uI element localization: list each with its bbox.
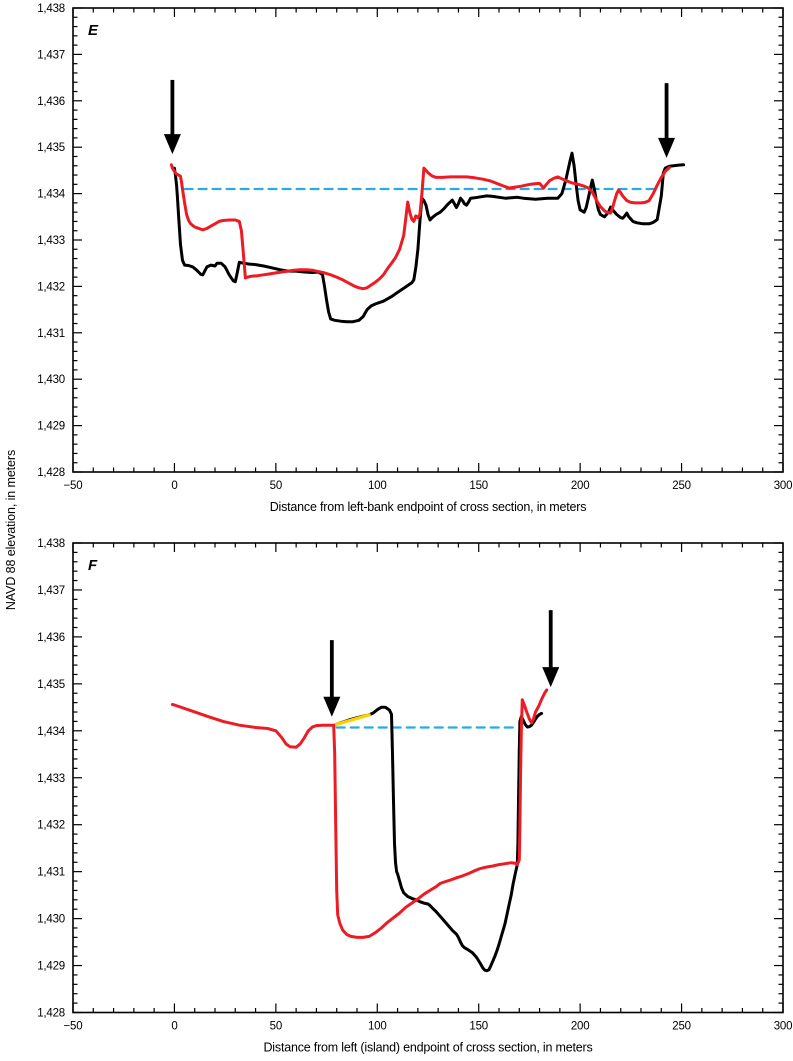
x-tick-label: 250: [672, 480, 691, 492]
x-tick-label: 0: [171, 1021, 177, 1033]
y-tick-label: 1,431: [37, 867, 65, 879]
y-tick-label: 1,438: [37, 538, 65, 550]
left-island-endpoint-arrow: [323, 640, 341, 717]
x-axis-title: Distance from left (island) endpoint of …: [263, 1041, 592, 1055]
y-tick-label: 1,432: [37, 820, 65, 832]
panel-label: E: [88, 22, 99, 39]
x-tick-label: 200: [571, 1021, 590, 1033]
x-tick-label: 300: [774, 1021, 793, 1033]
x-tick-label: 250: [672, 1021, 691, 1033]
x-tick-label: 50: [270, 480, 282, 492]
right-endpoint-arrow: [542, 610, 560, 688]
x-tick-label: 150: [469, 1021, 488, 1033]
right-bank-endpoint-arrow: [658, 83, 676, 158]
overlap-segment-yellow: [332, 713, 371, 727]
y-tick-label: 1,432: [37, 281, 65, 293]
x-tick-label: −50: [64, 1021, 83, 1033]
chart-panel-e: −50 0 50 100 150 200 250 300 1,428 1,429 1,430 1,43…: [37, 3, 793, 514]
x-axis-title: Distance from left-bank endpoint of cros…: [270, 500, 587, 514]
y-tick-label: 1,433: [37, 773, 65, 785]
panel-label: F: [88, 557, 98, 574]
y-tick-label: 1,437: [37, 585, 65, 597]
surveyed-profile-black: [172, 151, 686, 324]
x-tick-label: 200: [571, 480, 590, 492]
arrow-head-icon: [163, 134, 181, 155]
axis-ticks: [72, 542, 784, 1014]
y-tick-label: 1,428: [37, 1008, 65, 1020]
y-tick-label: 1,428: [37, 467, 65, 479]
y-tick-label: 1,431: [37, 328, 65, 340]
x-tick-label: 0: [171, 480, 177, 492]
y-tick-label: 1,437: [37, 49, 65, 61]
y-tick-label: 1,434: [37, 726, 66, 738]
y-tick-label: 1,435: [37, 142, 65, 154]
y-tick-label: 1,433: [37, 235, 65, 247]
y-tick-label: 1,438: [37, 3, 65, 15]
x-tick-label: 300: [774, 480, 793, 492]
y-tick-label: 1,430: [37, 374, 65, 386]
x-tick-label: 150: [469, 480, 488, 492]
y-tick-label: 1,434: [37, 189, 66, 201]
y-tick-label: 1,429: [37, 961, 65, 973]
arrow-head-icon: [658, 137, 676, 158]
x-tick-label: 100: [368, 480, 387, 492]
x-tick-label: 100: [368, 1021, 387, 1033]
surveyed-profile-red: [170, 688, 549, 939]
arrow-head-icon: [323, 696, 341, 717]
y-tick-label: 1,436: [37, 632, 65, 644]
y-tick-label: 1,436: [37, 96, 65, 108]
x-tick-label: 50: [270, 1021, 282, 1033]
chart-panel-f: −50 0 50 100 150 200 250 300 1,428 1,429 1,430 1,43…: [37, 538, 793, 1055]
left-bank-endpoint-arrow: [163, 79, 181, 155]
axis-ticks: [72, 7, 784, 473]
y-tick-label: 1,429: [37, 421, 65, 433]
x-tick-label: −50: [64, 480, 83, 492]
arrow-head-icon: [542, 667, 560, 688]
plot-frame: [72, 542, 784, 1014]
surveyed-profile-red: [169, 163, 671, 291]
y-tick-label: 1,435: [37, 679, 65, 691]
surveyed-profile-black: [332, 705, 544, 973]
y-tick-label: 1,430: [37, 914, 65, 926]
